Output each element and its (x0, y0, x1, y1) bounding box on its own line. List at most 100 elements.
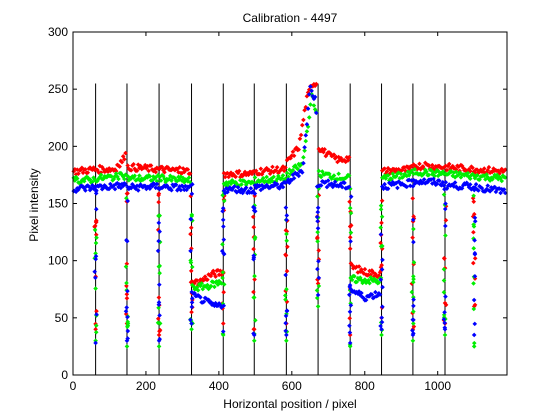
point-red-193 (302, 107, 307, 113)
point-blue-401 (189, 321, 194, 326)
point-red-324 (459, 163, 465, 169)
point-blue-145 (245, 190, 250, 196)
point-green-344 (483, 177, 488, 182)
point-blue-298 (428, 177, 434, 182)
point-red-437 (315, 235, 320, 240)
point-red-379 (124, 295, 130, 301)
point-green-431 (284, 338, 289, 343)
point-green-73 (158, 178, 164, 183)
point-green-161 (264, 174, 269, 180)
point-red-438 (316, 193, 322, 198)
point-red-1 (72, 166, 78, 172)
point-blue-366 (92, 269, 97, 274)
point-blue-144 (243, 185, 249, 190)
point-blue-240 (359, 290, 364, 296)
point-blue-325 (460, 182, 466, 188)
point-blue-380 (125, 314, 130, 320)
point-blue-121 (215, 303, 221, 309)
point-green-400 (189, 212, 195, 218)
x-tick-label-400: 400 (209, 379, 229, 393)
point-blue-483 (471, 187, 477, 193)
point-green-413 (252, 273, 257, 279)
point-green-227 (343, 175, 348, 181)
point-blue-395 (188, 217, 194, 222)
point-red-407 (221, 289, 226, 295)
point-green-207 (320, 169, 325, 174)
point-red-96 (185, 167, 191, 172)
point-blue-266 (390, 179, 396, 185)
point-green-489 (471, 222, 476, 227)
point-blue-438 (316, 258, 321, 264)
point-green-293 (423, 167, 428, 173)
point-blue-450 (347, 309, 353, 315)
point-green-104 (195, 287, 201, 293)
point-blue-473 (441, 316, 447, 322)
y-tick-label-200: 200 (48, 139, 68, 153)
point-green-102 (193, 286, 199, 292)
point-green-269 (393, 173, 399, 179)
point-green-118 (212, 284, 217, 290)
point-red-206 (318, 148, 324, 154)
point-red-116 (209, 270, 215, 276)
point-red-459 (379, 262, 384, 268)
point-blue-37 (115, 180, 120, 186)
point-green-485 (471, 281, 476, 286)
point-blue-2 (73, 189, 79, 195)
point-green-64 (147, 173, 153, 179)
point-red-36 (113, 168, 119, 174)
point-blue-410 (221, 251, 226, 256)
point-blue-461 (379, 326, 384, 332)
point-red-118 (212, 271, 217, 277)
point-blue-475 (442, 310, 447, 315)
point-green-444 (348, 230, 354, 235)
point-blue-218 (332, 179, 338, 185)
point-green-412 (253, 317, 258, 323)
point-blue-30 (106, 186, 112, 192)
point-green-315 (449, 169, 454, 174)
point-green-466 (411, 309, 416, 314)
point-red-167 (271, 169, 276, 175)
point-blue-94 (183, 183, 188, 189)
point-blue-170 (274, 181, 280, 187)
point-green-473 (441, 278, 447, 283)
point-blue-300 (431, 176, 436, 182)
point-blue-262 (385, 186, 391, 191)
point-green-408 (220, 301, 226, 307)
point-blue-86 (173, 182, 179, 188)
point-red-443 (347, 315, 352, 321)
point-red-325 (460, 165, 466, 171)
point-blue-440 (316, 275, 322, 281)
point-red-397 (188, 231, 193, 237)
point-blue-125 (221, 188, 227, 193)
point-blue-31 (108, 181, 113, 187)
point-red-163 (266, 167, 272, 173)
point-red-23 (98, 170, 104, 175)
point-blue-378 (123, 309, 129, 314)
point-green-130 (227, 180, 233, 185)
point-red-194 (303, 104, 309, 110)
point-red-485 (471, 211, 477, 217)
point-blue-198 (308, 84, 313, 89)
point-red-457 (379, 198, 385, 204)
point-blue-490 (472, 252, 478, 257)
point-red-488 (471, 199, 477, 204)
point-green-62 (145, 175, 150, 180)
point-red-440 (315, 277, 320, 282)
point-blue-396 (188, 248, 193, 254)
point-blue-199 (309, 88, 314, 94)
point-green-10 (83, 175, 88, 181)
point-red-45 (125, 163, 131, 168)
point-red-389 (156, 295, 162, 300)
point-green-428 (283, 297, 288, 302)
point-blue-118 (212, 303, 217, 309)
point-blue-348 (487, 188, 493, 194)
point-blue-381 (124, 338, 130, 343)
point-green-240 (359, 277, 364, 283)
point-blue-392 (188, 317, 193, 323)
point-blue-182 (289, 177, 295, 183)
point-green-345 (484, 172, 489, 177)
point-green-253 (374, 278, 379, 283)
point-blue-377 (125, 328, 131, 334)
point-red-184 (291, 153, 297, 159)
point-blue-467 (411, 303, 416, 309)
